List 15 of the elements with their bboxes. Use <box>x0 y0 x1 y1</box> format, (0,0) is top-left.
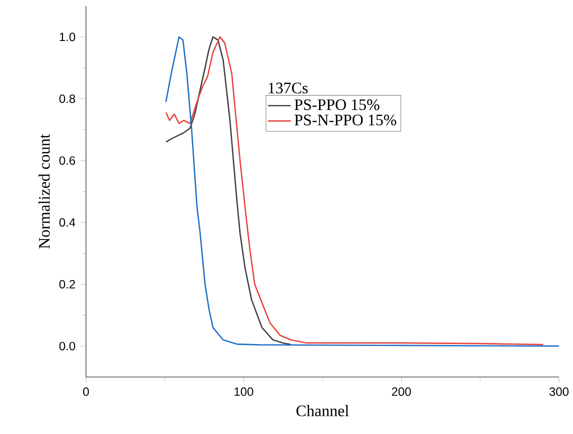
y-tick-label: 1.0 <box>60 32 76 42</box>
y-tick-label: 0.0 <box>59 342 76 350</box>
x-tick-label: 0 <box>83 387 89 396</box>
y-axis-title: Normalized count <box>38 134 50 249</box>
legend-label: PS-PPO 15% <box>294 99 380 110</box>
x-tick-label: 200 <box>392 387 411 396</box>
y-tick-label: 0.8 <box>59 94 76 103</box>
legend-title: 137Cs <box>268 82 308 94</box>
y-tick-label: 0.4 <box>59 218 76 227</box>
x-tick-label: 300 <box>549 387 569 396</box>
x-tick-label: 100 <box>234 387 254 396</box>
x-axis-title: Channel <box>296 405 349 416</box>
y-tick-label: 0.2 <box>59 280 75 288</box>
y-tick-label: 0.6 <box>59 156 76 165</box>
legend-label: PS-N-PPO 15% <box>294 114 396 126</box>
